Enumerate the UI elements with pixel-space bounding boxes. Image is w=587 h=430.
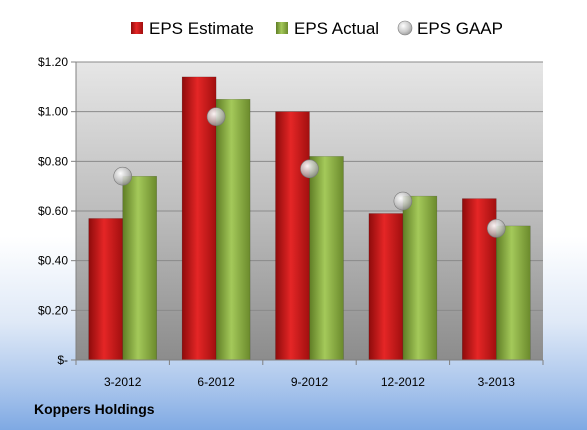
- legend-label: EPS Actual: [294, 19, 379, 38]
- y-tick-label: $0.40: [38, 254, 68, 268]
- legend-swatch: [397, 20, 413, 36]
- gaap-marker: [486, 219, 506, 238]
- gaap-marker: [300, 159, 319, 179]
- bars: [88, 76, 531, 361]
- estimate-bar: [368, 213, 404, 361]
- estimate-bar: [88, 218, 123, 361]
- y-tick-label: $1.00: [38, 105, 68, 119]
- legend-label: EPS GAAP: [417, 19, 503, 38]
- company-name: Koppers Holdings: [34, 401, 155, 417]
- actual-bar: [309, 156, 344, 361]
- actual-bar: [215, 99, 251, 361]
- y-tick-label: $0.20: [38, 303, 68, 317]
- gaap-marker: [206, 107, 226, 126]
- y-tick-label: $0.80: [38, 154, 68, 168]
- actual-bar: [122, 175, 157, 361]
- legend-swatch: [276, 22, 288, 34]
- x-tick-label: 6-2012: [197, 375, 235, 389]
- x-tick-label: 3-2013: [478, 375, 516, 389]
- legend-label: EPS Estimate: [149, 19, 254, 38]
- y-tick-label: $1.20: [38, 55, 68, 69]
- legend: EPS Estimate EPS Actual EPS GAAP: [131, 19, 503, 38]
- estimate-bar: [275, 111, 310, 361]
- x-tick-label: 9-2012: [291, 375, 329, 389]
- gaap-markers: [113, 107, 506, 238]
- x-tick-label: 12-2012: [381, 375, 425, 389]
- actual-bar: [496, 225, 531, 361]
- x-tick-label: 3-2012: [104, 375, 142, 389]
- y-tick-label: $-: [57, 353, 68, 367]
- y-tick-label: $0.60: [38, 204, 68, 218]
- gaap-marker: [393, 191, 413, 211]
- gaap-marker: [113, 166, 132, 186]
- y-axis: $- $0.20 $0.40 $0.60 $0.80 $1.00 $1.20: [38, 55, 77, 367]
- estimate-bar: [181, 76, 217, 361]
- x-axis: 3-2012 6-2012 9-2012 12-2012 3-2013: [75, 359, 544, 389]
- actual-bar: [402, 195, 438, 361]
- legend-swatch: [131, 22, 143, 34]
